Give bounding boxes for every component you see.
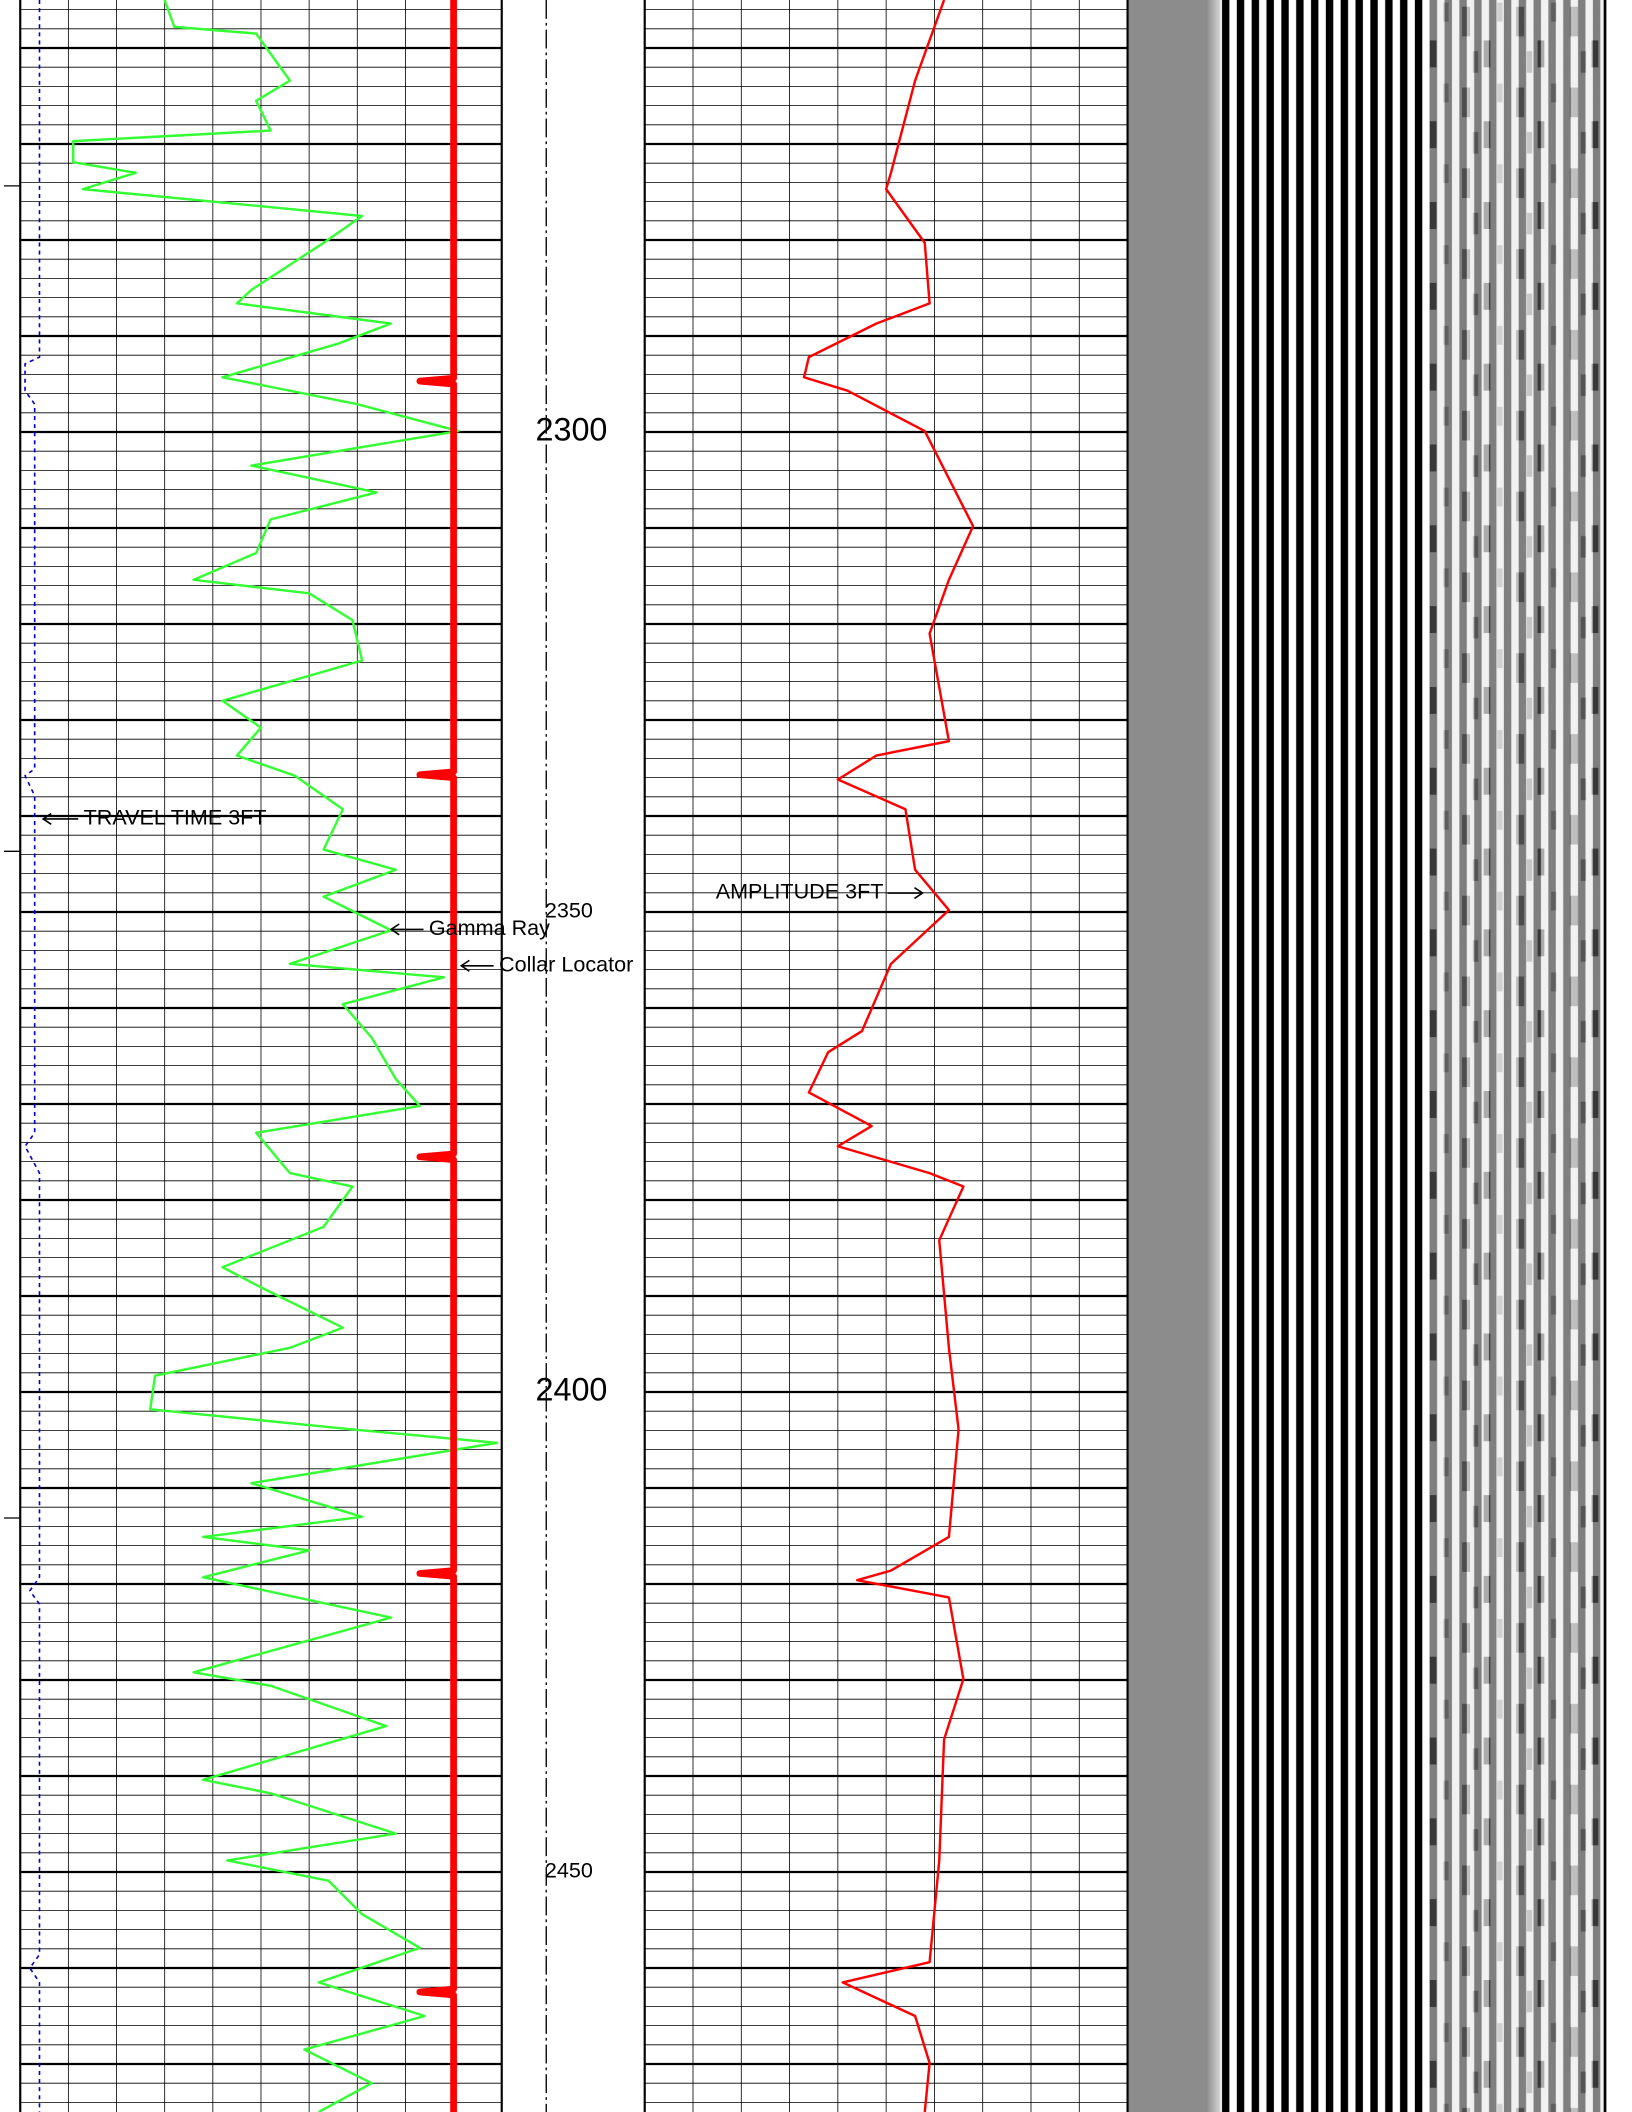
depth-label: 2400 (535, 1372, 607, 1408)
grid (19, 0, 1129, 2112)
annotation-arrowhead (459, 959, 470, 972)
curve-label: TRAVEL TIME 3FT (84, 805, 267, 830)
log-curve (24, 0, 41, 2112)
annotation-arrowhead (914, 886, 925, 900)
annotation-arrowhead (41, 812, 52, 825)
depth-label: 2350 (545, 898, 593, 923)
curve-label: AMPLITUDE 3FT (716, 879, 884, 904)
log-curve (416, 0, 457, 2112)
vdl-texture (1429, 0, 1606, 2112)
vdl-margin (1127, 0, 1221, 2112)
log-curve (802, 0, 975, 2112)
labels: 2300 2350 2400 2450 TRAVEL TIME 3FT Gamma Ray… (41, 412, 925, 1883)
log-curve (71, 0, 499, 2112)
depth-label: 2300 (535, 412, 607, 448)
curve-label: Gamma Ray (429, 915, 550, 940)
curve-label: Collar Locator (499, 951, 633, 976)
annotation-arrowhead (389, 923, 400, 936)
depth-label: 2450 (545, 1858, 593, 1883)
curves (24, 0, 975, 2112)
